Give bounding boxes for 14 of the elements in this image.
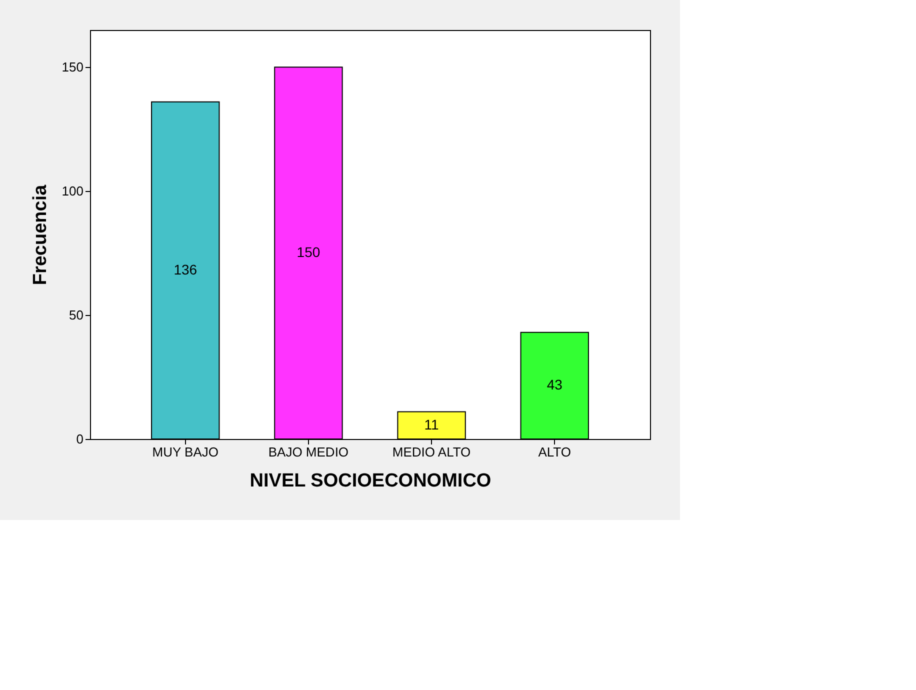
y-axis-title: Frecuencia — [30, 184, 51, 286]
y-tick-label: 0 — [76, 432, 84, 446]
y-tick-label: 150 — [62, 60, 84, 75]
data-label: 150 — [296, 244, 320, 260]
x-tick-label: MUY BAJO — [152, 444, 218, 460]
x-tick-label: ALTO — [538, 444, 571, 460]
x-tick-label: BAJO MEDIO — [268, 444, 349, 460]
data-label: 136 — [174, 261, 198, 278]
y-tick-label: 100 — [62, 184, 84, 199]
x-axis-title: NIVEL SOCIOECONOMICO — [250, 470, 492, 492]
x-tick-label: MEDIO ALTO — [392, 444, 471, 460]
data-label: 43 — [546, 376, 563, 393]
data-label: 11 — [424, 416, 440, 432]
y-tick-label: 50 — [69, 308, 84, 323]
